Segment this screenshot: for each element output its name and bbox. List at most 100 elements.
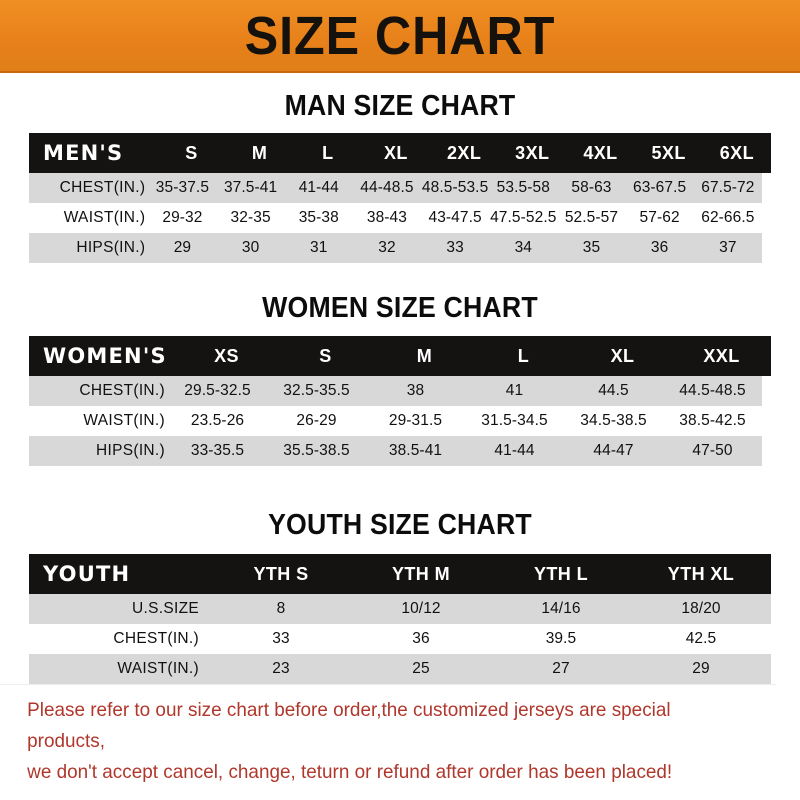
cell: 44.5 xyxy=(598,382,629,399)
cell: 38.5-42.5 xyxy=(679,412,746,429)
table-row: CHEST(IN.) 29.5-32.5 32.5-35.5 38 41 44.… xyxy=(29,376,771,406)
cell: 27 xyxy=(552,660,570,677)
men-size-header: 6XL xyxy=(719,142,754,163)
cell: 23.5-26 xyxy=(190,412,245,429)
cell: 38-43 xyxy=(366,209,408,226)
women-size-header: XXL xyxy=(703,345,740,366)
cell: 41-44 xyxy=(494,442,535,459)
footer-disclaimer: Please refer to our size chart before or… xyxy=(0,684,776,800)
men-size-header: 4XL xyxy=(583,142,618,163)
cell: 34 xyxy=(514,239,533,256)
women-header-label: WOMEN'S xyxy=(43,344,167,368)
cell: 37 xyxy=(719,239,737,256)
cell: 42.5 xyxy=(685,630,717,647)
cell: 29-31.5 xyxy=(388,412,443,429)
cell: 32 xyxy=(378,239,396,256)
table-row: WAIST(IN.) 23.5-26 26-29 29-31.5 31.5-34… xyxy=(29,406,771,436)
cell: 44-48.5 xyxy=(360,179,414,196)
cell: 35 xyxy=(582,239,601,256)
cell: 48.5-53.5 xyxy=(421,179,489,196)
women-size-table: WOMEN'S XS S M L XL XXL CHEST(IN.) 29.5-… xyxy=(29,336,771,466)
cell: 62-66.5 xyxy=(701,209,755,226)
cell: 44-47 xyxy=(593,442,634,459)
cell: 29-32 xyxy=(162,209,203,226)
table-row: CHEST(IN.) 33 36 39.5 42.5 xyxy=(29,624,771,654)
cell: 53.5-58 xyxy=(496,179,550,196)
cell: 58-63 xyxy=(571,179,612,196)
cell: 63-67.5 xyxy=(632,179,687,196)
cell: 18/20 xyxy=(681,600,721,617)
cell: 44.5-48.5 xyxy=(679,382,746,399)
cell: 36 xyxy=(650,239,669,256)
cell: 35.5-38.5 xyxy=(283,442,350,459)
cell: 35-38 xyxy=(298,209,339,226)
youth-header-label: YOUTH xyxy=(43,562,131,586)
table-row: U.S.SIZE 8 10/12 14/16 18/20 xyxy=(29,594,771,624)
men-size-header: 2XL xyxy=(447,142,482,163)
cell: 67.5-72 xyxy=(701,179,755,196)
cell: 25 xyxy=(412,660,430,677)
cell: 31.5-34.5 xyxy=(481,412,548,429)
men-size-header: 3XL xyxy=(515,142,550,163)
women-header-row: WOMEN'S XS S M L XL XXL xyxy=(29,336,771,376)
cell: 14/16 xyxy=(541,600,581,617)
row-label: WAIST(IN.) xyxy=(83,412,165,429)
youth-size-header: YTH M xyxy=(392,563,450,584)
men-size-header: XL xyxy=(384,142,408,163)
men-size-header: S xyxy=(185,142,198,163)
cell: 47-50 xyxy=(692,442,733,459)
cell: 38 xyxy=(406,382,425,399)
man-section-title: MAN SIZE CHART xyxy=(284,90,516,122)
women-size-header: M xyxy=(416,345,433,366)
cell: 32.5-35.5 xyxy=(283,382,350,399)
cell: 34.5-38.5 xyxy=(580,412,647,429)
cell: 26-29 xyxy=(296,412,337,429)
banner: SIZE CHART xyxy=(0,0,800,73)
youth-size-header: YTH XL xyxy=(667,563,735,584)
men-size-header: M xyxy=(251,142,268,163)
row-label: CHEST(IN.) xyxy=(113,630,199,647)
cell: 8 xyxy=(276,600,286,617)
cell: 29 xyxy=(173,239,192,256)
men-header-label: MEN'S xyxy=(43,141,124,165)
table-row: WAIST(IN.) 23 25 27 29 xyxy=(29,654,771,684)
women-size-header: XL xyxy=(610,345,635,366)
men-size-table: MEN'S S M L XL 2XL 3XL 4XL 5XL 6XL CHEST… xyxy=(29,133,771,263)
row-label: WAIST(IN.) xyxy=(117,660,199,677)
cell: 29 xyxy=(692,660,710,677)
cell: 33-35.5 xyxy=(190,442,245,459)
banner-title: SIZE CHART xyxy=(244,5,556,66)
women-size-header: XS xyxy=(214,345,239,366)
cell: 32-35 xyxy=(230,209,271,226)
men-size-header: L xyxy=(322,142,334,163)
table-row: WAIST(IN.) 29-32 32-35 35-38 38-43 43-47… xyxy=(29,203,771,233)
cell: 57-62 xyxy=(639,209,680,226)
row-label: CHEST(IN.) xyxy=(59,179,146,196)
cell: 31 xyxy=(310,239,328,256)
row-label: U.S.SIZE xyxy=(132,600,199,617)
cell: 38.5-41 xyxy=(388,442,443,459)
youth-size-header: YTH S xyxy=(253,563,309,584)
cell: 23 xyxy=(272,660,290,677)
row-label: CHEST(IN.) xyxy=(79,382,165,399)
row-label: WAIST(IN.) xyxy=(63,209,146,226)
cell: 52.5-57 xyxy=(564,209,619,226)
cell: 36 xyxy=(412,630,430,647)
cell: 47.5-52.5 xyxy=(490,209,557,226)
cell: 41-44 xyxy=(298,179,339,196)
table-row: HIPS(IN.) 33-35.5 35.5-38.5 38.5-41 41-4… xyxy=(29,436,771,466)
women-size-header: L xyxy=(517,345,530,366)
cell: 35-37.5 xyxy=(155,179,210,196)
women-section-title: WOMEN SIZE CHART xyxy=(262,292,538,324)
cell: 33 xyxy=(446,239,464,256)
cell: 33 xyxy=(272,630,290,647)
cell: 41 xyxy=(505,382,524,399)
row-label: HIPS(IN.) xyxy=(76,239,146,256)
youth-size-header: YTH L xyxy=(534,563,588,584)
men-header-row: MEN'S S M L XL 2XL 3XL 4XL 5XL 6XL xyxy=(29,133,771,173)
cell: 37.5-41 xyxy=(223,179,278,196)
youth-header-row: YOUTH YTH S YTH M YTH L YTH XL xyxy=(29,554,771,594)
women-size-header: S xyxy=(319,345,332,366)
row-label: HIPS(IN.) xyxy=(95,442,165,459)
